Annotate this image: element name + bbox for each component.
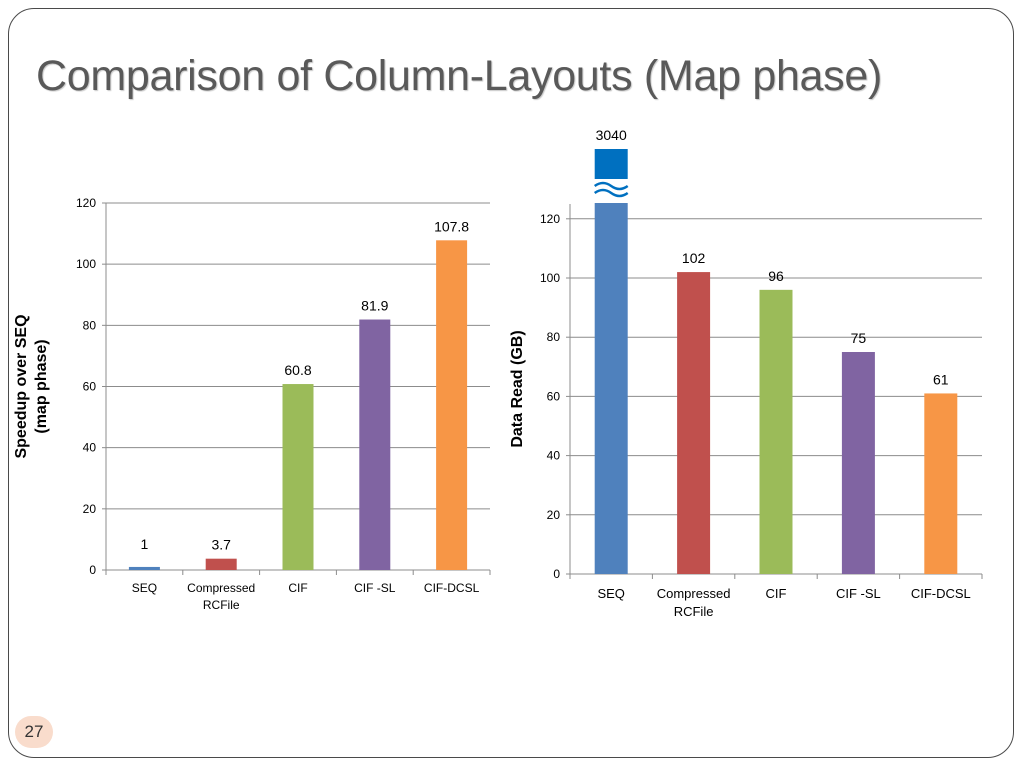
data-label: 3.7: [211, 537, 231, 553]
x-tick-label: Compressed RCFile: [657, 586, 731, 619]
bar-cif-dcsl: [924, 393, 958, 574]
x-tick-label: CIF: [288, 581, 307, 595]
x-tick-label: SEQ: [597, 586, 624, 601]
x-tick-label: CIF -SL: [836, 586, 881, 601]
y-tick-label: 100: [76, 257, 96, 271]
data-label: 102: [682, 250, 706, 266]
data-label: 75: [851, 330, 867, 346]
bar-cif-dcsl: [436, 240, 468, 571]
y-axis-label: Data Read (GB): [509, 330, 526, 447]
bar-seq: [594, 203, 628, 574]
data-label: 1: [141, 536, 149, 552]
data-label: 60.8: [284, 362, 311, 378]
y-tick-label: 20: [547, 508, 561, 522]
y-axis-label: Speedup over SEQ (map phase): [13, 314, 50, 458]
data-label: 81.9: [361, 298, 388, 314]
y-tick-label: 0: [553, 567, 560, 581]
x-tick-label: Compressed RCFile: [187, 581, 255, 612]
y-tick-label: 0: [89, 563, 96, 577]
bar-cif: [759, 289, 793, 574]
x-tick-label: CIF-DCSL: [911, 586, 971, 601]
y-tick-label: 80: [547, 330, 561, 344]
bar-cif: [282, 384, 314, 570]
y-tick-label: 80: [83, 318, 97, 332]
x-tick-label: CIF: [766, 586, 787, 601]
x-tick-label: SEQ: [132, 581, 157, 595]
bar-compressed-rcfile: [677, 272, 711, 574]
page-number-badge: 27: [15, 716, 53, 748]
data-label: 96: [768, 268, 784, 284]
axis-break-wave: [593, 188, 629, 198]
y-tick-label: 60: [83, 380, 97, 394]
y-tick-label: 120: [76, 196, 96, 210]
bar-cif-sl: [841, 352, 875, 574]
y-tick-label: 20: [83, 502, 97, 516]
y-tick-label: 40: [547, 449, 561, 463]
x-tick-label: CIF-DCSL: [424, 581, 480, 595]
x-tick-label: CIF -SL: [354, 581, 396, 595]
y-tick-label: 100: [540, 271, 560, 285]
data-label: 61: [933, 371, 949, 387]
axis-break-wave: [593, 181, 629, 191]
data-label: 3040: [596, 127, 627, 143]
data-label: 107.8: [434, 218, 469, 234]
y-tick-label: 40: [83, 441, 97, 455]
bar-seq: [128, 566, 160, 570]
y-tick-label: 120: [540, 212, 560, 226]
y-tick-label: 60: [547, 389, 561, 403]
bar-compressed-rcfile: [205, 558, 237, 570]
axis-break-block: [594, 149, 628, 179]
slide-title: Comparison of Column-Layouts (Map phase): [36, 52, 883, 100]
bar-cif-sl: [359, 319, 391, 570]
